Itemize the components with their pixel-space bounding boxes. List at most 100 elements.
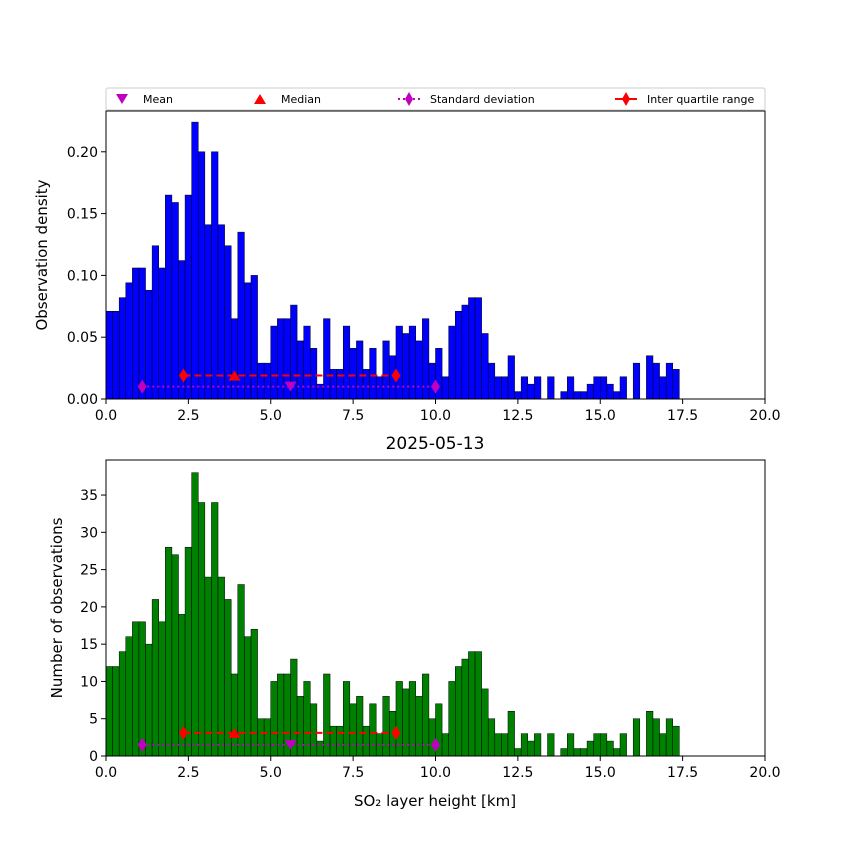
- density-bar: [336, 369, 344, 400]
- count-bar: [336, 725, 344, 757]
- count-bar: [659, 733, 667, 757]
- density-bar: [191, 121, 199, 400]
- count-bar: [158, 621, 166, 757]
- density-bar: [105, 310, 113, 400]
- x-tick-label: 15.0: [585, 408, 616, 424]
- x-axis-label: SO₂ layer height [km]: [354, 792, 516, 810]
- y-tick-label: 0.05: [67, 330, 98, 346]
- density-bar: [455, 310, 463, 400]
- legend-box: [105, 87, 766, 111]
- x-tick-label: 0.0: [95, 408, 117, 424]
- legend: Mean Median Standard deviation Inter qua…: [105, 87, 766, 111]
- x-tick-label: 10.0: [420, 408, 451, 424]
- density-bar: [441, 376, 449, 400]
- density-bar: [369, 348, 377, 400]
- density-bar: [501, 376, 509, 400]
- count-histogram-panel: 2025-05-13 0.0 2.5 5.0 7.5 10.0 12.5 15.0 17.5 2…: [48, 434, 781, 810]
- count-bar: [323, 673, 331, 757]
- density-bar: [356, 340, 364, 400]
- density-bar: [375, 376, 384, 400]
- x-tick-label: 17.5: [667, 765, 698, 781]
- density-bar: [230, 318, 239, 400]
- x-tick-label: 17.5: [667, 408, 698, 424]
- count-bar: [494, 733, 502, 757]
- count-bar: [501, 733, 509, 757]
- density-bar: [132, 267, 140, 400]
- count-bar: [665, 718, 673, 757]
- x-tick-label: 10.0: [420, 765, 451, 781]
- count-bar: [263, 718, 272, 757]
- density-bar: [593, 376, 601, 400]
- y-tick-label: 0.00: [67, 392, 98, 408]
- count-bar: [520, 733, 529, 757]
- density-y-axis-label: Observation density: [33, 179, 51, 330]
- density-bar: [151, 245, 159, 400]
- density-bar: [461, 304, 469, 400]
- x-tick-label: 2.5: [177, 408, 199, 424]
- count-bar: [211, 502, 219, 757]
- y-tick-label: 10: [80, 674, 98, 690]
- density-bar: [349, 348, 357, 400]
- x-tick-label: 12.5: [502, 765, 533, 781]
- mean-marker: [284, 739, 297, 750]
- density-x-ticks: 0.0 2.5 5.0 7.5 10.0 12.5 15.0 17.5 20.0: [95, 399, 781, 424]
- density-bar: [494, 376, 502, 400]
- density-bar: [487, 362, 496, 400]
- count-bar: [362, 725, 370, 757]
- stdev-low-marker: [137, 379, 147, 394]
- count-bar: [547, 733, 555, 757]
- density-bar: [112, 310, 120, 400]
- count-bar: [567, 733, 575, 757]
- density-bar: [329, 369, 337, 400]
- count-bar: [244, 636, 252, 757]
- density-bar: [514, 391, 522, 400]
- count-bar: [217, 576, 225, 757]
- legend-item-mean: Mean: [116, 93, 173, 106]
- count-bar: [369, 703, 377, 757]
- stdev-high-marker: [431, 737, 440, 752]
- count-bar: [586, 740, 594, 757]
- count-bar: [619, 733, 627, 757]
- density-bar: [428, 362, 436, 400]
- count-bar: [303, 681, 311, 757]
- x-tick-label: 0.0: [95, 765, 117, 781]
- density-bar: [586, 383, 594, 400]
- count-bar: [171, 554, 179, 757]
- count-bar: [461, 658, 469, 757]
- density-bar: [600, 376, 608, 400]
- density-bar: [402, 333, 410, 400]
- count-bar: [468, 651, 476, 757]
- legend-median-marker: [254, 94, 266, 104]
- count-bar: [507, 711, 515, 757]
- density-bar: [547, 376, 555, 400]
- density-bar: [448, 325, 456, 400]
- density-bar: [619, 376, 627, 400]
- count-bar: [349, 703, 357, 757]
- legend-item-median: Median: [254, 93, 321, 106]
- x-tick-label: 5.0: [260, 765, 282, 781]
- x-tick-label: 7.5: [342, 408, 364, 424]
- y-tick-label: 30: [80, 525, 98, 541]
- density-y-ticks: 0.00 0.05 0.10 0.15 0.20: [67, 145, 106, 408]
- count-bar: [316, 740, 324, 757]
- legend-iqr-marker: [622, 92, 630, 106]
- density-bar: [665, 362, 673, 400]
- count-bar: [646, 711, 654, 757]
- density-bar: [534, 376, 542, 400]
- density-bar: [342, 325, 351, 400]
- density-bar: [646, 355, 654, 400]
- count-bar: [296, 696, 304, 757]
- density-bar: [580, 391, 588, 400]
- density-bar: [567, 376, 575, 400]
- legend-iqr-label: Inter quartile range: [647, 93, 754, 106]
- density-bar: [408, 325, 416, 400]
- count-bar: [573, 748, 581, 757]
- density-bar: [145, 289, 153, 400]
- density-bar: [527, 383, 535, 400]
- legend-mean-marker: [116, 94, 128, 104]
- iqr-low-marker: [178, 368, 188, 383]
- density-bar: [263, 362, 272, 400]
- count-bar: [138, 621, 146, 757]
- density-bar: [573, 391, 581, 400]
- count-bar: [375, 733, 384, 757]
